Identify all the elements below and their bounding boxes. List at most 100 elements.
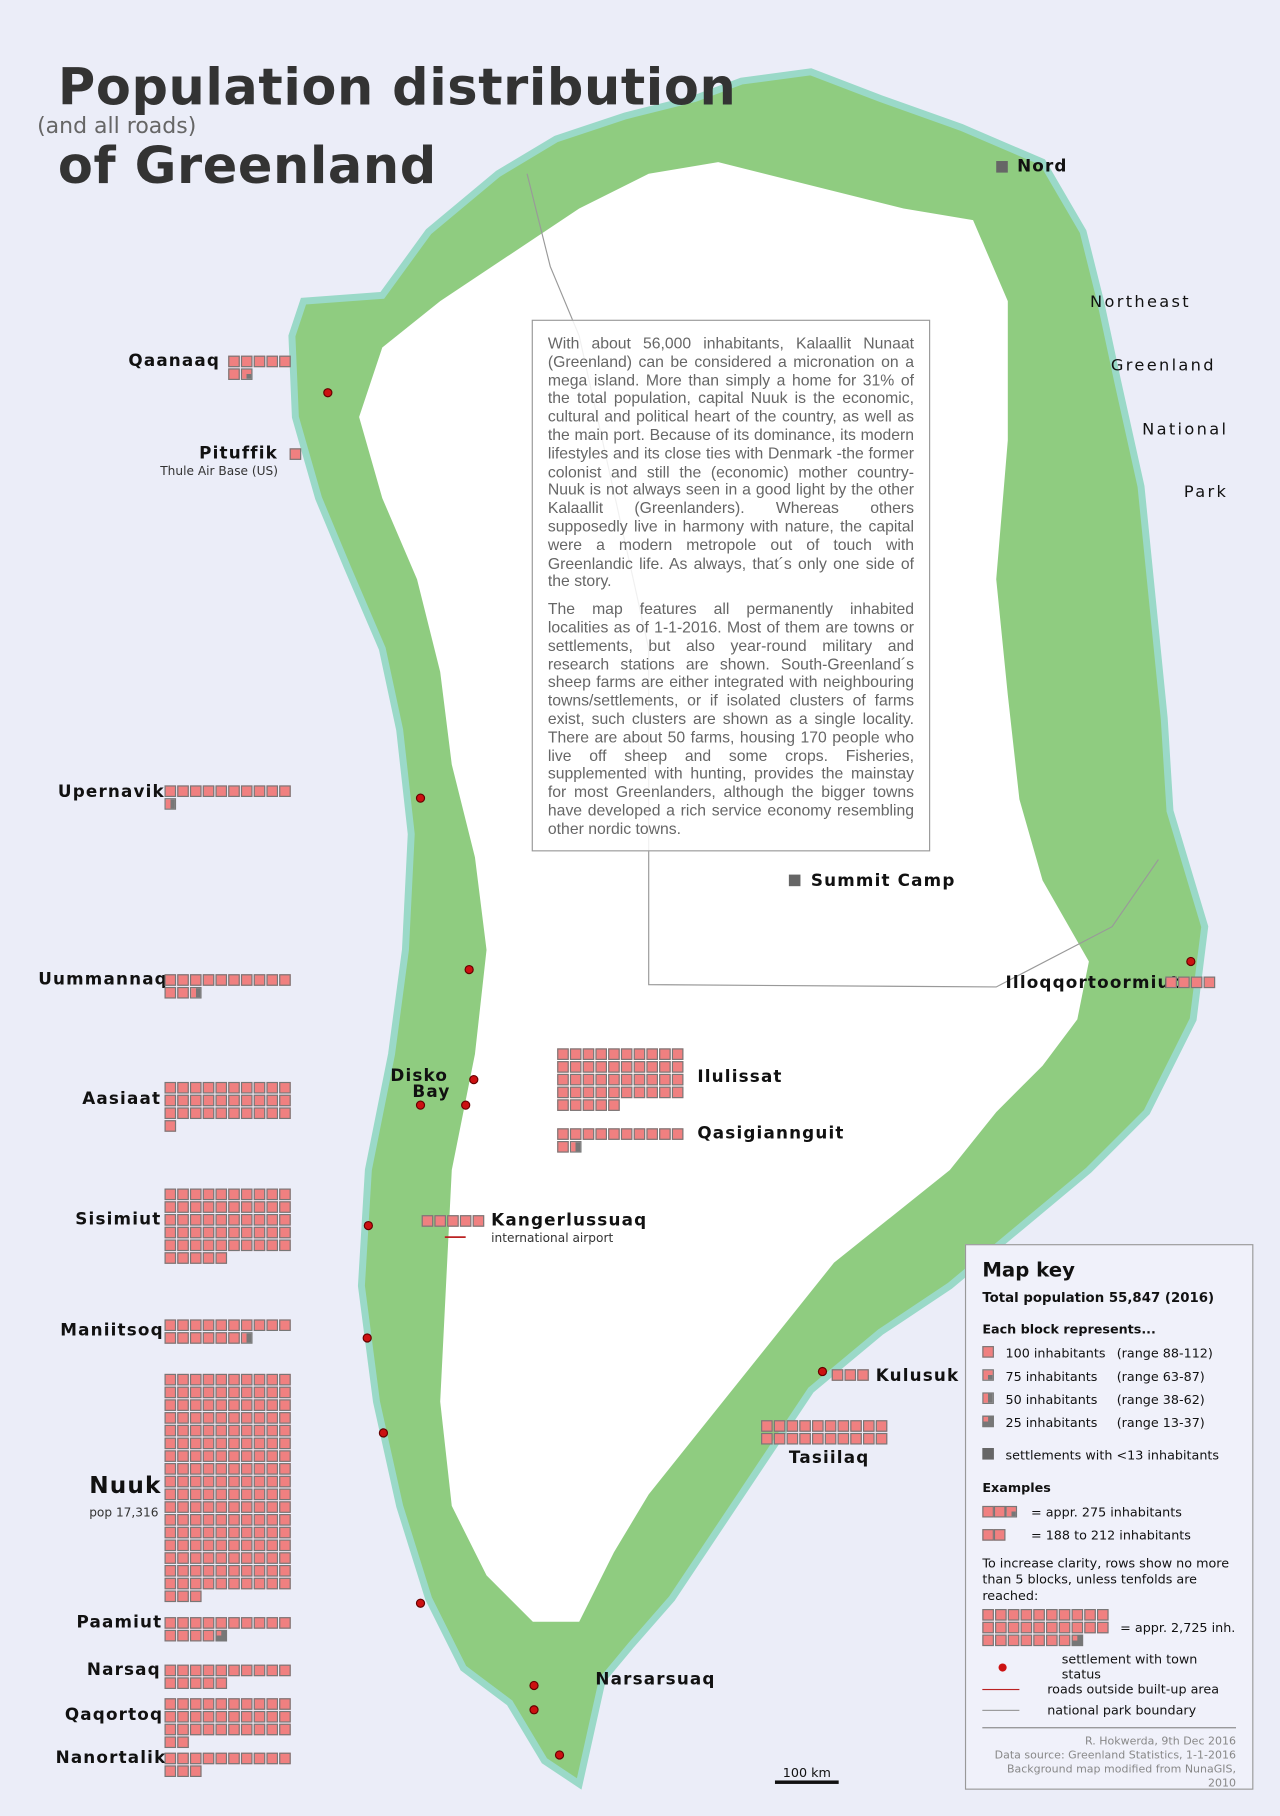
population-block [189,1488,202,1501]
population-block [1033,1609,1045,1621]
population-block [177,986,189,999]
population-block [189,1590,202,1603]
population-block [1007,1609,1020,1621]
population-block [266,1373,279,1386]
population-block [177,1677,189,1689]
population-block [279,1201,291,1213]
population-block [1046,1609,1058,1621]
population-block [228,1488,240,1501]
population-block [557,1099,569,1111]
population-block [202,1319,215,1332]
population-block [228,1577,240,1590]
population-block [189,1501,202,1513]
key-roads: roads outside built-up area [982,1679,1236,1700]
population-block [215,785,228,797]
population-block [228,974,240,986]
population-block [215,1107,228,1120]
population-block [253,1752,266,1765]
population-block [202,1214,215,1226]
population-block [177,974,189,986]
population-block [266,1450,279,1462]
population-block [177,1437,189,1450]
blocks-tasiilaq [761,1420,888,1445]
population-block [279,1094,291,1107]
partial-population-block [569,1141,582,1153]
population-block [202,1677,215,1689]
population-block [266,1094,279,1107]
population-block [164,1723,177,1736]
population-block [228,1617,240,1629]
population-block [164,785,177,797]
population-block [215,1677,228,1689]
population-block [189,1107,202,1120]
population-block [279,1501,291,1513]
population-block [177,1463,189,1475]
population-block [608,1061,620,1073]
population-block [279,1424,291,1437]
key-town-status: settlement with town status [982,1652,1236,1682]
population-block [266,785,279,797]
population-block [202,1752,215,1765]
population-block [608,1086,620,1099]
label-aasiaat: Aasiaat [82,1090,162,1109]
population-block [253,785,266,797]
population-block [240,1710,253,1723]
population-block [240,1399,253,1411]
label-pituffik: Pituffik [199,444,279,464]
population-block [228,1723,240,1736]
population-block [289,448,302,460]
population-block [633,1061,646,1073]
population-block [164,1752,177,1765]
population-block [812,1432,824,1445]
population-block [189,1226,202,1239]
population-block [228,1226,240,1239]
population-block [253,1710,266,1723]
population-block [164,1526,177,1539]
population-block [228,1094,240,1107]
population-block [202,1386,215,1399]
population-block [177,1590,189,1603]
population-block [202,1094,215,1107]
population-block [1046,1621,1058,1634]
key-value: 50 inhabitants [1005,1391,1098,1407]
population-block [569,1048,582,1060]
population-block [240,785,253,797]
population-block [240,1463,253,1475]
population-block [646,1073,658,1086]
title-line1: Population distribution [57,57,737,117]
population-block [189,1188,202,1201]
population-block [569,1128,582,1140]
population-block [786,1432,799,1445]
population-block [215,1319,228,1332]
population-block [164,1664,177,1677]
population-block [202,1188,215,1201]
population-block [659,1086,671,1099]
key-example-3: = appr. 2,725 inh. [982,1609,1236,1647]
population-block [1033,1634,1045,1647]
population-block [228,1188,240,1201]
population-block [253,1475,266,1488]
population-block [164,1539,177,1552]
population-block [240,1501,253,1513]
population-block [228,1698,240,1710]
population-block [215,1412,228,1424]
town-dot-qaanaaq [323,388,333,398]
population-block [189,785,202,797]
population-block [189,1332,202,1344]
population-block [240,1552,253,1564]
population-block [253,1463,266,1475]
population-block [620,1128,633,1140]
population-block [279,1617,291,1629]
population-block [253,1373,266,1386]
population-block [582,1086,595,1099]
label-narsaq: Narsaq [86,1661,161,1680]
population-block [633,1073,646,1086]
population-block [773,1420,786,1432]
population-block [812,1420,824,1432]
population-block [202,1698,215,1710]
population-block [633,1086,646,1099]
town-dot-illoqqortoormiut [1186,956,1196,967]
population-block [240,1752,253,1765]
population-block [1020,1634,1033,1647]
population-block [671,1048,684,1060]
